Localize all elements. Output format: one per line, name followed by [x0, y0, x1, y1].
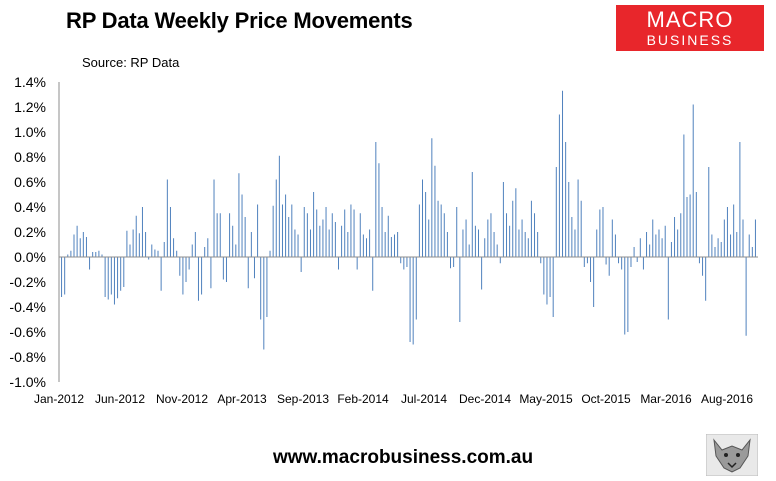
- logo-line-2: BUSINESS: [646, 32, 734, 48]
- x-tick-label: Jul-2014: [401, 392, 447, 406]
- y-tick-label: 1.4%: [14, 74, 46, 90]
- y-tick-label: 1.0%: [14, 124, 46, 140]
- y-tick-label: -0.4%: [9, 299, 46, 315]
- source-label: Source: RP Data: [82, 55, 180, 70]
- x-tick-label: Nov-2012: [156, 392, 208, 406]
- y-tick-label: 0.0%: [14, 249, 46, 265]
- footer-url: www.macrobusiness.com.au: [273, 447, 534, 468]
- y-tick-labels: 1.4% 1.2% 1.0% 0.8% 0.6% 0.4% 0.2% 0.0% -0.2% -0.…: [9, 74, 46, 390]
- x-tick-label: Aug-2016: [701, 392, 753, 406]
- x-tick-label: Dec-2014: [459, 392, 511, 406]
- y-tick-label: 1.2%: [14, 99, 46, 115]
- y-tick-label: 0.8%: [14, 149, 46, 165]
- x-tick-label: Mar-2016: [640, 392, 692, 406]
- logo-line-1: MACRO: [646, 7, 734, 32]
- y-tick-label: -0.8%: [9, 349, 46, 365]
- x-tick-label: Feb-2014: [337, 392, 389, 406]
- x-tick-label: Sep-2013: [277, 392, 329, 406]
- y-tick-label: 0.2%: [14, 224, 46, 240]
- y-tick-label: -0.6%: [9, 324, 46, 340]
- x-tick-label: Jun-2012: [95, 392, 145, 406]
- y-tick-label: -0.2%: [9, 274, 46, 290]
- y-tick-label: -1.0%: [9, 374, 46, 390]
- x-tick-label: Jan-2012: [34, 392, 84, 406]
- y-tick-label: 0.4%: [14, 199, 46, 215]
- x-tick-label: Apr-2013: [217, 392, 267, 406]
- x-tick-label: May-2015: [519, 392, 573, 406]
- x-tick-labels: Jan-2012 Jun-2012 Nov-2012 Apr-2013 Sep-2013…: [34, 392, 753, 406]
- y-tick-label: 0.6%: [14, 174, 46, 190]
- bar-series: [61, 90, 756, 350]
- x-tick-label: Oct-2015: [581, 392, 631, 406]
- wolf-mascot-icon: [706, 434, 758, 476]
- macrobusiness-logo: MACRO BUSINESS: [616, 5, 764, 51]
- chart-title: RP Data Weekly Price Movements: [66, 8, 413, 33]
